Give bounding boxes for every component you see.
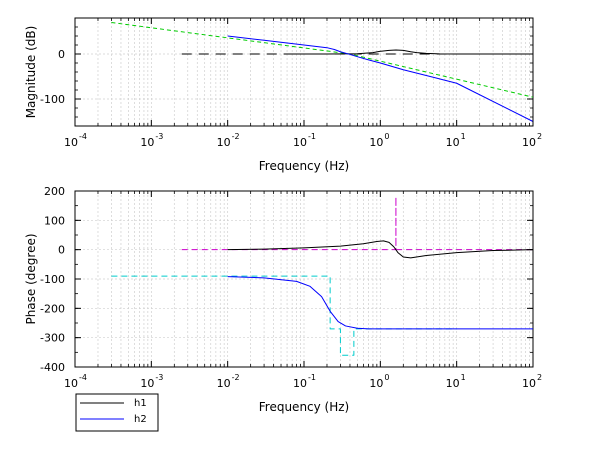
y-tick-label: 0 xyxy=(58,48,65,61)
x-tick-label: 10 xyxy=(140,136,154,149)
phase-x-tick-labels: 10 -4 10 -3 10 -2 10 -1 10 0 10 1 10 2 xyxy=(64,373,542,390)
x-tick-label: 10 xyxy=(522,377,536,390)
x-tick-label: 10 xyxy=(293,377,307,390)
magnitude-ticks xyxy=(74,17,534,127)
phase-series xyxy=(111,196,534,356)
x-tick-label-exponent: -4 xyxy=(79,373,87,382)
legend-box xyxy=(75,393,159,432)
magnitude-x-axis-label: Frequency (Hz) xyxy=(259,159,350,173)
phase-grid xyxy=(74,190,534,368)
x-tick-label: 10 xyxy=(217,136,231,149)
phase-x-axis-label: Frequency (Hz) xyxy=(259,400,350,414)
x-tick-label-exponent: -3 xyxy=(155,373,163,382)
y-tick-label: -100 xyxy=(40,273,65,286)
x-tick-label: 10 xyxy=(64,136,78,149)
series-h1 xyxy=(287,49,533,55)
phase-chart: 10 -4 10 -3 10 -2 10 -1 10 0 10 1 10 2 2001000-100-20… xyxy=(24,185,542,414)
series-h2 xyxy=(227,276,533,330)
legend: h1 h2 xyxy=(75,393,159,432)
y-tick-label: -400 xyxy=(40,361,65,374)
legend-label-h2: h2 xyxy=(134,414,147,425)
x-tick-label-exponent: 0 xyxy=(384,132,389,141)
y-tick-label: 200 xyxy=(44,185,65,198)
x-tick-label-exponent: 1 xyxy=(461,373,466,382)
magnitude-grid xyxy=(74,18,534,126)
series-h2-phase-asymptote xyxy=(111,275,457,356)
x-tick-label: 10 xyxy=(446,136,460,149)
x-tick-label: 10 xyxy=(369,377,383,390)
series-h1-phase-asymptote xyxy=(181,196,533,251)
phase-ticks xyxy=(74,190,534,368)
x-tick-label-exponent: -3 xyxy=(155,132,163,141)
y-tick-label: -100 xyxy=(40,93,65,106)
x-tick-label-exponent: -1 xyxy=(308,373,316,382)
x-tick-label-exponent: 0 xyxy=(384,373,389,382)
magnitude-chart: 10 -4 10 -3 10 -2 10 -1 10 0 10 1 10 2 0-100 Frequenc… xyxy=(24,17,542,173)
magnitude-y-tick-labels: 0 -100 xyxy=(40,48,65,106)
x-tick-label-exponent: 2 xyxy=(537,132,542,141)
x-tick-label: 10 xyxy=(140,377,154,390)
x-tick-label-exponent: 1 xyxy=(461,132,466,141)
x-tick-label: 10 xyxy=(369,136,383,149)
series-h2 xyxy=(227,35,534,122)
x-tick-label-exponent: 2 xyxy=(537,373,542,382)
legend-label-h1: h1 xyxy=(134,398,147,409)
x-tick-label: 10 xyxy=(293,136,307,149)
y-tick-label: -300 xyxy=(40,332,65,345)
x-tick-label: 10 xyxy=(446,377,460,390)
x-tick-label: 10 xyxy=(522,136,536,149)
phase-y-tick-labels: 200 100 0 -100 -200 -300 -400 xyxy=(40,185,65,374)
x-tick-label-exponent: -4 xyxy=(79,132,87,141)
phase-y-axis-label: Phase (degree) xyxy=(24,233,38,324)
y-tick-label: 0 xyxy=(58,244,65,257)
x-tick-label: 10 xyxy=(217,377,231,390)
x-tick-label-exponent: -2 xyxy=(232,132,240,141)
magnitude-y-axis-label: Magnitude (dB) xyxy=(24,26,38,119)
magnitude-x-tick-labels: 10 -4 10 -3 10 -2 10 -1 10 0 10 1 10 2 xyxy=(64,132,542,149)
x-tick-label-exponent: -1 xyxy=(308,132,316,141)
x-tick-label: 10 xyxy=(64,377,78,390)
y-tick-label: -200 xyxy=(40,302,65,315)
magnitude-series xyxy=(111,22,534,122)
x-tick-label-exponent: -2 xyxy=(232,373,240,382)
y-tick-label: 100 xyxy=(44,214,65,227)
series-h1 xyxy=(227,240,534,259)
